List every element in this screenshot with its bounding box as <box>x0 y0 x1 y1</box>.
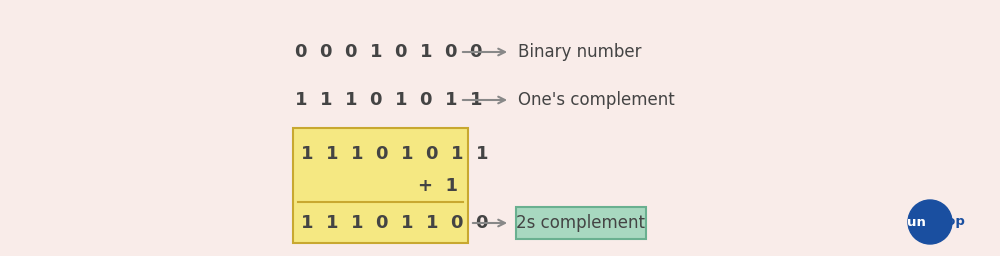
Circle shape <box>908 200 952 244</box>
Text: 1  1  1  0  1  0  1  1: 1 1 1 0 1 0 1 1 <box>295 91 482 109</box>
Text: +  1: + 1 <box>418 177 458 195</box>
Text: stop: stop <box>932 216 965 229</box>
Text: un: un <box>907 216 926 229</box>
Text: 1  1  1  0  1  0  1  1: 1 1 1 0 1 0 1 1 <box>301 145 488 163</box>
Text: 1  1  1  0  1  1  0  0: 1 1 1 0 1 1 0 0 <box>301 214 488 232</box>
Text: 2s complement: 2s complement <box>516 214 646 232</box>
FancyBboxPatch shape <box>293 128 468 243</box>
FancyBboxPatch shape <box>516 207 646 239</box>
Text: Binary number: Binary number <box>518 43 642 61</box>
Text: One's complement: One's complement <box>518 91 675 109</box>
Text: 0  0  0  1  0  1  0  0: 0 0 0 1 0 1 0 0 <box>295 43 482 61</box>
